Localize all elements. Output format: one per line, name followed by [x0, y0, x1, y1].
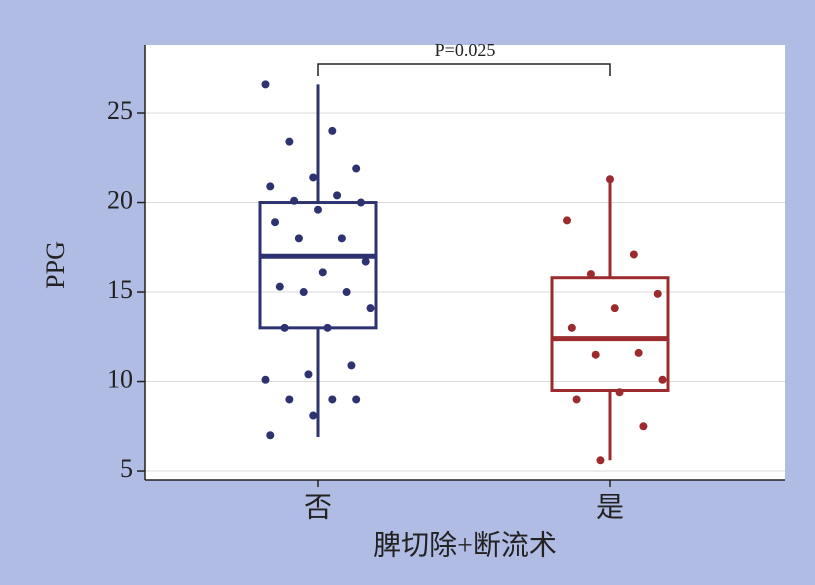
point	[567, 323, 576, 332]
point	[261, 80, 270, 89]
point	[266, 431, 275, 440]
point	[615, 388, 624, 397]
point	[347, 361, 356, 370]
x-tick-label: 是	[596, 492, 624, 523]
point	[653, 289, 662, 298]
x-axis-label: 脾切除+断流术	[373, 529, 557, 561]
point	[361, 257, 370, 266]
point	[328, 395, 337, 404]
point	[634, 348, 643, 357]
y-tick-label: 25	[107, 96, 133, 125]
point	[610, 304, 619, 313]
point	[352, 164, 361, 173]
point	[290, 196, 299, 205]
point	[271, 218, 280, 227]
point	[639, 422, 648, 431]
point	[333, 191, 342, 200]
point	[304, 370, 313, 379]
point	[366, 304, 375, 313]
point	[309, 173, 318, 182]
point	[266, 182, 275, 191]
x-tick-label: 否	[304, 492, 332, 523]
point	[318, 268, 327, 277]
y-tick-label: 20	[107, 185, 133, 214]
point	[285, 137, 294, 146]
point	[356, 198, 365, 207]
point	[342, 288, 351, 297]
plot-area	[145, 45, 785, 480]
box	[550, 276, 670, 392]
point	[591, 350, 600, 359]
point	[586, 270, 595, 279]
y-tick-label: 10	[107, 365, 133, 394]
point	[280, 323, 289, 332]
point	[606, 175, 614, 184]
y-tick-label: 5	[120, 454, 133, 483]
significance-bracket	[317, 63, 611, 76]
p-value: P=0.025	[435, 40, 496, 60]
y-axis-label: PPG	[41, 241, 70, 289]
point	[294, 234, 303, 243]
y-tick-label: 15	[107, 275, 133, 304]
point	[314, 205, 322, 214]
point	[596, 456, 605, 465]
point	[352, 395, 361, 404]
point	[261, 375, 270, 384]
point	[337, 234, 346, 243]
point	[275, 282, 284, 291]
point	[563, 216, 572, 225]
point	[285, 395, 294, 404]
box	[258, 201, 378, 330]
point	[299, 288, 308, 297]
point	[309, 411, 318, 420]
point	[323, 323, 332, 332]
point	[328, 126, 337, 135]
point	[658, 375, 667, 384]
point	[629, 250, 638, 259]
point	[572, 395, 581, 404]
